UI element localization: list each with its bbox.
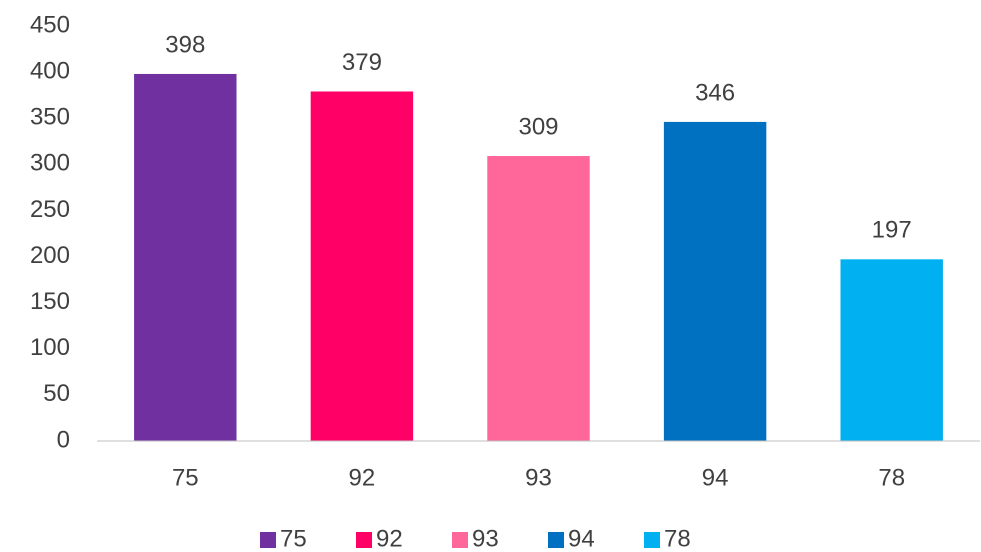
y-tick-label: 0 bbox=[57, 426, 70, 453]
legend-swatch bbox=[260, 532, 276, 548]
data-label: 309 bbox=[518, 113, 558, 140]
legend-swatch bbox=[548, 532, 564, 548]
x-tick-label: 75 bbox=[172, 464, 199, 491]
y-tick-label: 400 bbox=[30, 57, 70, 84]
y-tick-label: 250 bbox=[30, 196, 70, 223]
legend-label: 92 bbox=[376, 525, 403, 552]
x-tick-label: 78 bbox=[878, 464, 905, 491]
legend-swatch bbox=[644, 532, 660, 548]
y-tick-label: 300 bbox=[30, 150, 70, 177]
bar bbox=[134, 73, 237, 441]
x-tick-label: 92 bbox=[349, 464, 376, 491]
y-tick-label: 100 bbox=[30, 334, 70, 361]
y-tick-label: 150 bbox=[30, 288, 70, 315]
data-label: 379 bbox=[342, 49, 382, 76]
bar bbox=[663, 121, 767, 442]
bar bbox=[487, 156, 590, 442]
legend-swatch bbox=[452, 532, 468, 548]
legend-label: 94 bbox=[568, 525, 595, 552]
bar bbox=[310, 91, 414, 441]
legend-swatch bbox=[356, 532, 372, 548]
y-tick-label: 200 bbox=[30, 242, 70, 269]
data-label: 398 bbox=[165, 31, 205, 58]
legend-label: 78 bbox=[664, 525, 691, 552]
y-tick-label: 350 bbox=[30, 104, 70, 131]
data-label: 346 bbox=[695, 79, 735, 106]
x-tick-label: 94 bbox=[702, 464, 729, 491]
y-tick-label: 50 bbox=[43, 380, 70, 407]
legend-label: 93 bbox=[472, 525, 499, 552]
x-tick-label: 93 bbox=[525, 464, 552, 491]
legend-label: 75 bbox=[280, 525, 307, 552]
data-label: 197 bbox=[872, 217, 912, 244]
bar bbox=[840, 259, 943, 441]
y-tick-label: 450 bbox=[30, 11, 70, 38]
